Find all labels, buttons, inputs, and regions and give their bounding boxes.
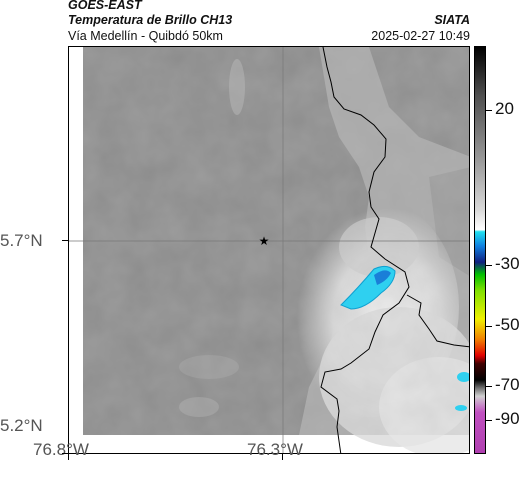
cold-cloud-top-east-1 (457, 372, 469, 382)
location-subtitle: Vía Medellín - Quibdó 50km (68, 29, 223, 43)
cbar-tick-20 (486, 110, 492, 111)
star-marker: ★ (259, 234, 270, 248)
boundary-east (406, 294, 469, 348)
cold-cloud-core (374, 270, 391, 285)
org-label: SIATA (434, 13, 470, 27)
lon-tick-1 (68, 454, 69, 460)
lon-label-76-8: 76.8°W (33, 440, 89, 459)
lat-tick-1 (62, 240, 68, 241)
cbar-tick-m70 (486, 386, 492, 387)
cbar-tick-m30 (486, 265, 492, 266)
cbar-label-m50: -50 (495, 315, 520, 334)
cbar-tick-m90 (486, 420, 492, 421)
lat-label-5-7: 5.7°N (0, 231, 43, 250)
lon-tick-2 (282, 454, 283, 460)
product-title: Temperatura de Brillo CH13 (68, 13, 233, 27)
lat-tick-2 (62, 453, 68, 454)
datetime-label: 2025-02-27 10:49 (371, 29, 470, 43)
cbar-label-20: 20 (495, 99, 514, 118)
cold-cloud-top-east-2 (455, 405, 467, 411)
cbar-label-m30: -30 (495, 254, 520, 273)
cbar-label-m90: -90 (495, 409, 520, 428)
department-boundary (320, 47, 410, 453)
no-data-left-strip (69, 47, 83, 453)
cbar-label-m70: -70 (495, 375, 520, 394)
lon-label-76-3: 76.3°W (247, 440, 303, 459)
lat-label-5-2: 5.2°N (0, 416, 43, 435)
satellite-map: ★ (68, 46, 470, 454)
temperature-colorbar (474, 46, 486, 454)
satellite-title: GOES-EAST (68, 0, 142, 12)
cbar-tick-m50 (486, 326, 492, 327)
